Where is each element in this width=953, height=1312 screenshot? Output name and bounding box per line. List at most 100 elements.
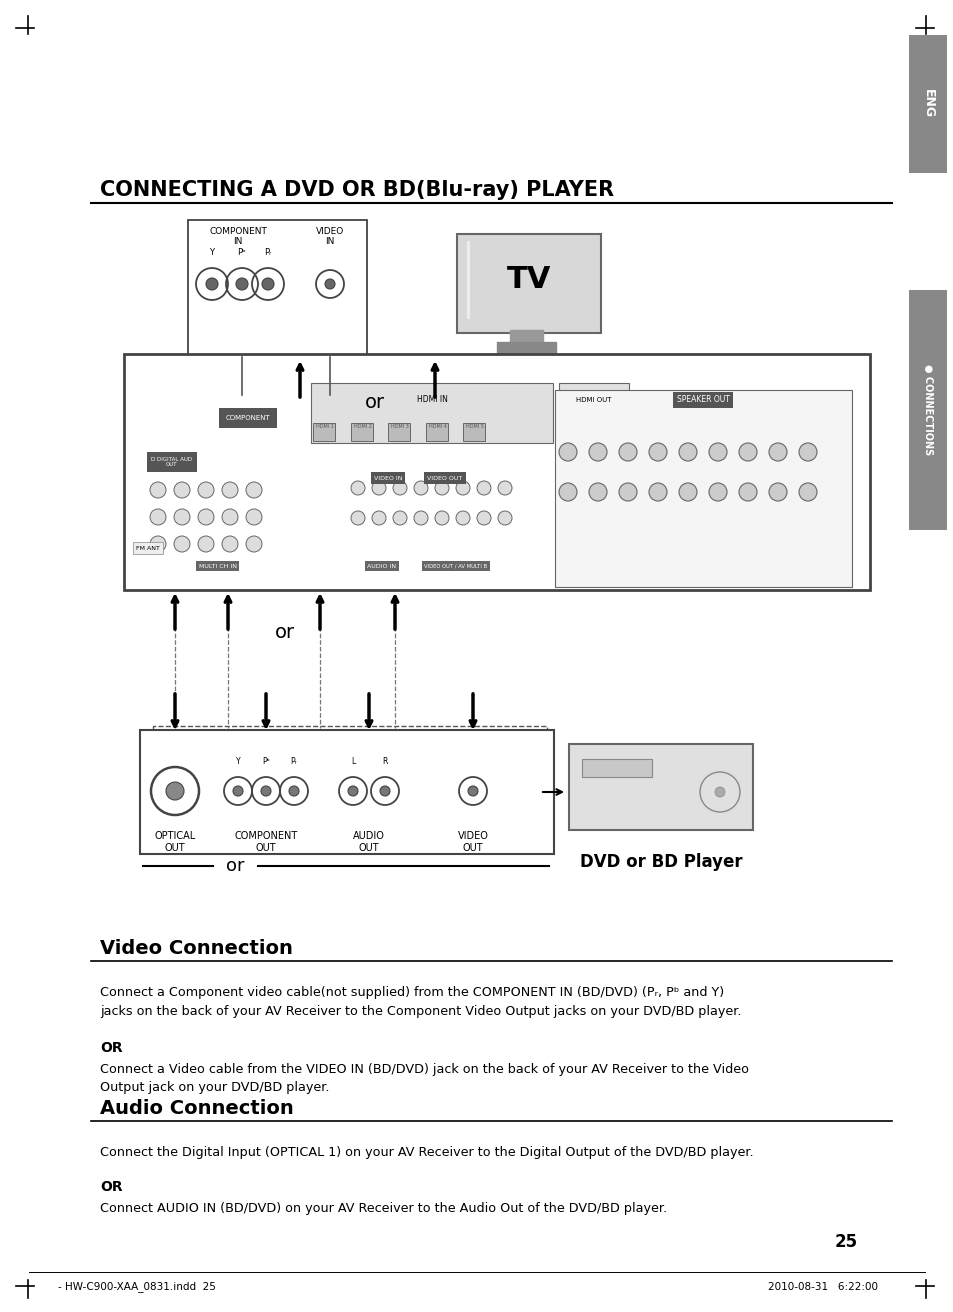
Text: Y: Y <box>210 248 214 257</box>
Text: MULTI CH IN: MULTI CH IN <box>199 563 236 568</box>
Circle shape <box>351 510 365 525</box>
Text: R: R <box>382 757 387 766</box>
Text: ENG: ENG <box>921 89 934 118</box>
Text: COMPONENT: COMPONENT <box>226 415 270 421</box>
Circle shape <box>222 509 237 525</box>
Text: OPTICAL
OUT: OPTICAL OUT <box>154 830 195 853</box>
FancyBboxPatch shape <box>311 383 553 443</box>
Text: 2010-08-31   6:22:00: 2010-08-31 6:22:00 <box>767 1282 877 1292</box>
FancyBboxPatch shape <box>908 290 946 530</box>
Text: HDMI 5: HDMI 5 <box>466 424 483 429</box>
Text: OR: OR <box>100 1179 123 1194</box>
Circle shape <box>393 510 407 525</box>
Circle shape <box>246 537 262 552</box>
Circle shape <box>588 483 606 501</box>
Circle shape <box>233 786 243 796</box>
Text: Connect the Digital Input (OPTICAL 1) on your AV Receiver to the Digital Output : Connect the Digital Input (OPTICAL 1) on… <box>100 1145 753 1158</box>
Text: Connect AUDIO IN (BD/DVD) on your AV Receiver to the Audio Out of the DVD/BD pla: Connect AUDIO IN (BD/DVD) on your AV Rec… <box>100 1202 666 1215</box>
Text: ● CONNECTIONS: ● CONNECTIONS <box>923 365 932 455</box>
Circle shape <box>618 483 637 501</box>
Circle shape <box>679 483 697 501</box>
Circle shape <box>198 482 213 499</box>
Text: 25: 25 <box>834 1233 857 1252</box>
Text: HDMI IN: HDMI IN <box>416 395 447 404</box>
Text: HDMI 2: HDMI 2 <box>354 424 372 429</box>
Text: Pᵇ: Pᵇ <box>262 757 270 766</box>
Text: VIDEO OUT: VIDEO OUT <box>427 475 462 480</box>
Circle shape <box>648 443 666 461</box>
Text: AUDIO IN: AUDIO IN <box>367 563 396 568</box>
Text: HDMI 1: HDMI 1 <box>315 424 334 429</box>
Circle shape <box>198 537 213 552</box>
Circle shape <box>708 483 726 501</box>
Text: Pᵣ: Pᵣ <box>291 757 297 766</box>
Circle shape <box>150 537 166 552</box>
Circle shape <box>768 443 786 461</box>
Circle shape <box>325 279 335 289</box>
Circle shape <box>739 483 757 501</box>
Circle shape <box>235 278 248 290</box>
Circle shape <box>173 482 190 499</box>
Text: HDMI OUT: HDMI OUT <box>576 398 611 403</box>
Circle shape <box>351 482 365 495</box>
Circle shape <box>799 483 816 501</box>
Text: COMPONENT
IN: COMPONENT IN <box>209 227 267 247</box>
FancyBboxPatch shape <box>908 35 946 173</box>
Text: OR: OR <box>100 1040 123 1055</box>
FancyBboxPatch shape <box>558 383 628 443</box>
Circle shape <box>558 483 577 501</box>
Text: or: or <box>274 623 294 643</box>
Text: D DIGITAL AUD
OUT: D DIGITAL AUD OUT <box>152 457 193 467</box>
Circle shape <box>289 786 298 796</box>
Circle shape <box>588 443 606 461</box>
Text: L: L <box>351 757 355 766</box>
Text: CONNECTING A DVD OR BD(Blu-ray) PLAYER: CONNECTING A DVD OR BD(Blu-ray) PLAYER <box>100 180 614 199</box>
FancyBboxPatch shape <box>456 234 600 333</box>
Text: HDMI 3: HDMI 3 <box>391 424 409 429</box>
FancyBboxPatch shape <box>388 422 410 441</box>
Circle shape <box>497 482 512 495</box>
Text: Pᵣ: Pᵣ <box>264 248 272 257</box>
Text: FM ANT: FM ANT <box>136 546 160 551</box>
Circle shape <box>708 443 726 461</box>
Text: - HW-C900-XAA_0831.indd  25: - HW-C900-XAA_0831.indd 25 <box>58 1282 215 1292</box>
FancyBboxPatch shape <box>463 422 485 441</box>
Text: VIDEO
OUT: VIDEO OUT <box>457 830 488 853</box>
Circle shape <box>150 482 166 499</box>
Circle shape <box>618 443 637 461</box>
Circle shape <box>222 537 237 552</box>
FancyBboxPatch shape <box>568 744 752 830</box>
Circle shape <box>246 482 262 499</box>
Text: VIDEO OUT / AV MULTI B: VIDEO OUT / AV MULTI B <box>424 563 487 568</box>
Circle shape <box>497 510 512 525</box>
Circle shape <box>222 482 237 499</box>
Circle shape <box>166 782 184 800</box>
FancyBboxPatch shape <box>564 422 586 441</box>
Circle shape <box>679 443 697 461</box>
Text: AUDIO
OUT: AUDIO OUT <box>353 830 384 853</box>
Circle shape <box>246 509 262 525</box>
FancyBboxPatch shape <box>140 729 554 854</box>
Circle shape <box>768 483 786 501</box>
Circle shape <box>150 509 166 525</box>
FancyBboxPatch shape <box>555 390 851 586</box>
Circle shape <box>372 482 386 495</box>
Text: or: or <box>365 394 385 412</box>
FancyBboxPatch shape <box>188 220 367 359</box>
Circle shape <box>799 443 816 461</box>
Text: Audio Connection: Audio Connection <box>100 1099 294 1118</box>
Circle shape <box>476 482 491 495</box>
FancyBboxPatch shape <box>314 422 335 441</box>
Text: Pᵇ: Pᵇ <box>237 248 246 257</box>
Circle shape <box>558 443 577 461</box>
Circle shape <box>379 786 390 796</box>
Circle shape <box>261 786 271 796</box>
Circle shape <box>476 510 491 525</box>
Circle shape <box>456 510 470 525</box>
Circle shape <box>648 483 666 501</box>
FancyBboxPatch shape <box>426 422 448 441</box>
Text: Y: Y <box>235 757 240 766</box>
FancyBboxPatch shape <box>581 760 651 777</box>
Circle shape <box>435 510 449 525</box>
Circle shape <box>173 537 190 552</box>
